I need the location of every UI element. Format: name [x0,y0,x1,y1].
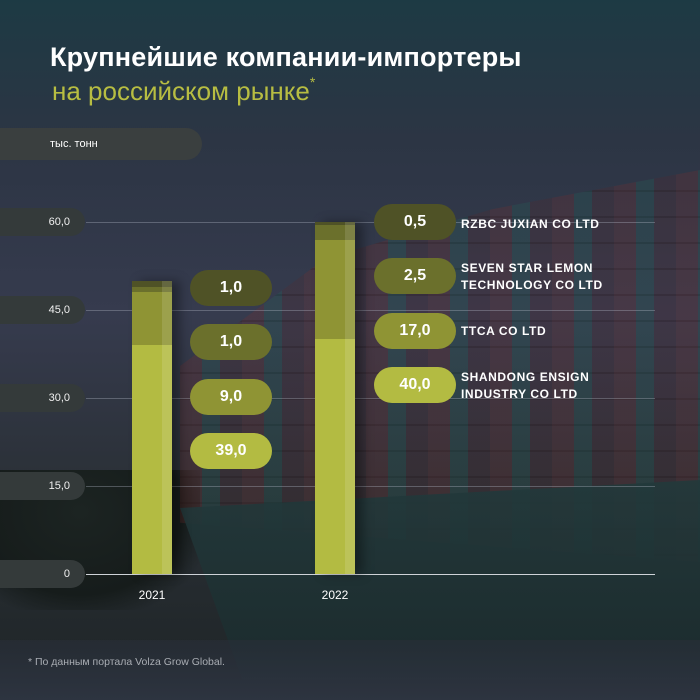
background-water [0,640,700,700]
bar-segment [315,224,355,240]
chart-title: Крупнейшие компании-импортеры [50,42,522,72]
company-label-seven-star: SEVEN STAR LEMON TECHNOLOGY CO LTD [461,260,603,294]
gridline-30 [86,398,655,399]
footnote-mark: * [309,74,316,90]
bar-segment [132,345,172,574]
y-tick-45: 45,0 [0,296,85,324]
value-pill-2021-seg4: 1,0 [190,270,272,306]
value-pill-2022-seg3: 2,5 [374,258,456,294]
y-axis-unit-label: тыс. тонн [0,128,202,160]
company-name-line1: SHANDONG ENSIGN [461,370,590,384]
y-tick-0: 0 [0,560,85,588]
bar-segment [132,286,172,293]
y-tick-60: 60,0 [0,208,85,236]
gridline-45 [86,310,655,311]
company-name-line1: TTCA CO LTD [461,324,547,338]
bar-segment [315,222,355,225]
y-tick-30: 30,0 [0,384,85,412]
company-label-shandong: SHANDONG ENSIGN INDUSTRY CO LTD [461,369,589,403]
value-pill-2021-seg2: 9,0 [190,379,272,415]
value-pill-2021-seg1: 39,0 [190,433,272,469]
bar-segment [132,280,172,287]
chart-subtitle-text: на российском рынке [52,76,310,106]
y-tick-15: 15,0 [0,472,85,500]
company-name-line1: RZBC JUXIAN CO LTD [461,217,600,231]
x-label-2022: 2022 [321,588,349,602]
company-name-line2: INDUSTRY CO LTD [461,387,578,401]
company-name-line2: TECHNOLOGY CO LTD [461,278,603,292]
x-axis-baseline [86,574,655,575]
gridline-60 [86,222,655,223]
company-label-rzbc: RZBC JUXIAN CO LTD [461,216,600,233]
bar-segment [132,292,172,346]
x-label-2021: 2021 [138,588,166,602]
source-footnote: * По данным портала Volza Grow Global. [28,656,225,668]
bar-segment [315,239,355,340]
bar-2022 [315,222,355,574]
company-label-ttca: TTCA CO LTD [461,323,546,340]
value-pill-2021-seg3: 1,0 [190,324,272,360]
bar-2021 [132,280,172,574]
company-name-line1: SEVEN STAR LEMON [461,261,594,275]
chart-subtitle: на российском рынке* [52,74,316,107]
value-pill-2022-seg1: 40,0 [374,367,456,403]
value-pill-2022-seg4: 0,5 [374,204,456,240]
gridline-15 [86,486,655,487]
bar-segment [315,339,355,574]
value-pill-2022-seg2: 17,0 [374,313,456,349]
